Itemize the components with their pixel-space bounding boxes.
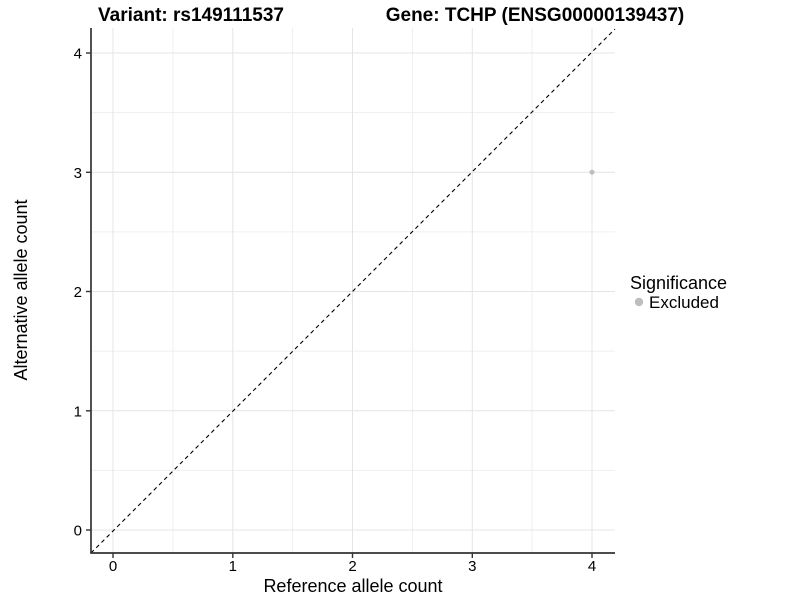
y-tick-label: 3: [74, 165, 82, 182]
x-tick-label: 4: [588, 558, 596, 575]
legend-title: Significance: [630, 273, 727, 293]
y-axis-title: Alternative allele count: [11, 199, 31, 380]
legend-swatch-excluded-icon: [634, 297, 644, 307]
x-tick-label: 3: [468, 558, 476, 575]
tick-marks: [86, 52, 593, 558]
y-tick-label: 1: [74, 403, 82, 420]
x-tick-label: 1: [229, 558, 237, 575]
x-tick-labels: 0 1 2 3 4: [109, 558, 596, 575]
variant-title: Variant: rs149111537: [98, 5, 284, 26]
data-points: [589, 169, 595, 175]
x-tick-label: 0: [109, 558, 117, 575]
scatter-point: [589, 169, 595, 175]
y-tick-labels: 0 1 2 3 4: [74, 46, 82, 540]
gene-title: Gene: TCHP (ENSG00000139437): [386, 5, 685, 26]
y-tick-label: 2: [74, 284, 82, 301]
y-tick-label: 4: [74, 46, 82, 63]
legend: Significance Excluded: [630, 273, 727, 312]
x-axis-title: Reference allele count: [263, 576, 442, 596]
legend-item-label: Excluded: [649, 293, 719, 312]
grid-major: [91, 28, 615, 553]
x-tick-label: 2: [348, 558, 356, 575]
identity-line: [90, 28, 616, 554]
y-tick-label: 0: [74, 523, 82, 540]
